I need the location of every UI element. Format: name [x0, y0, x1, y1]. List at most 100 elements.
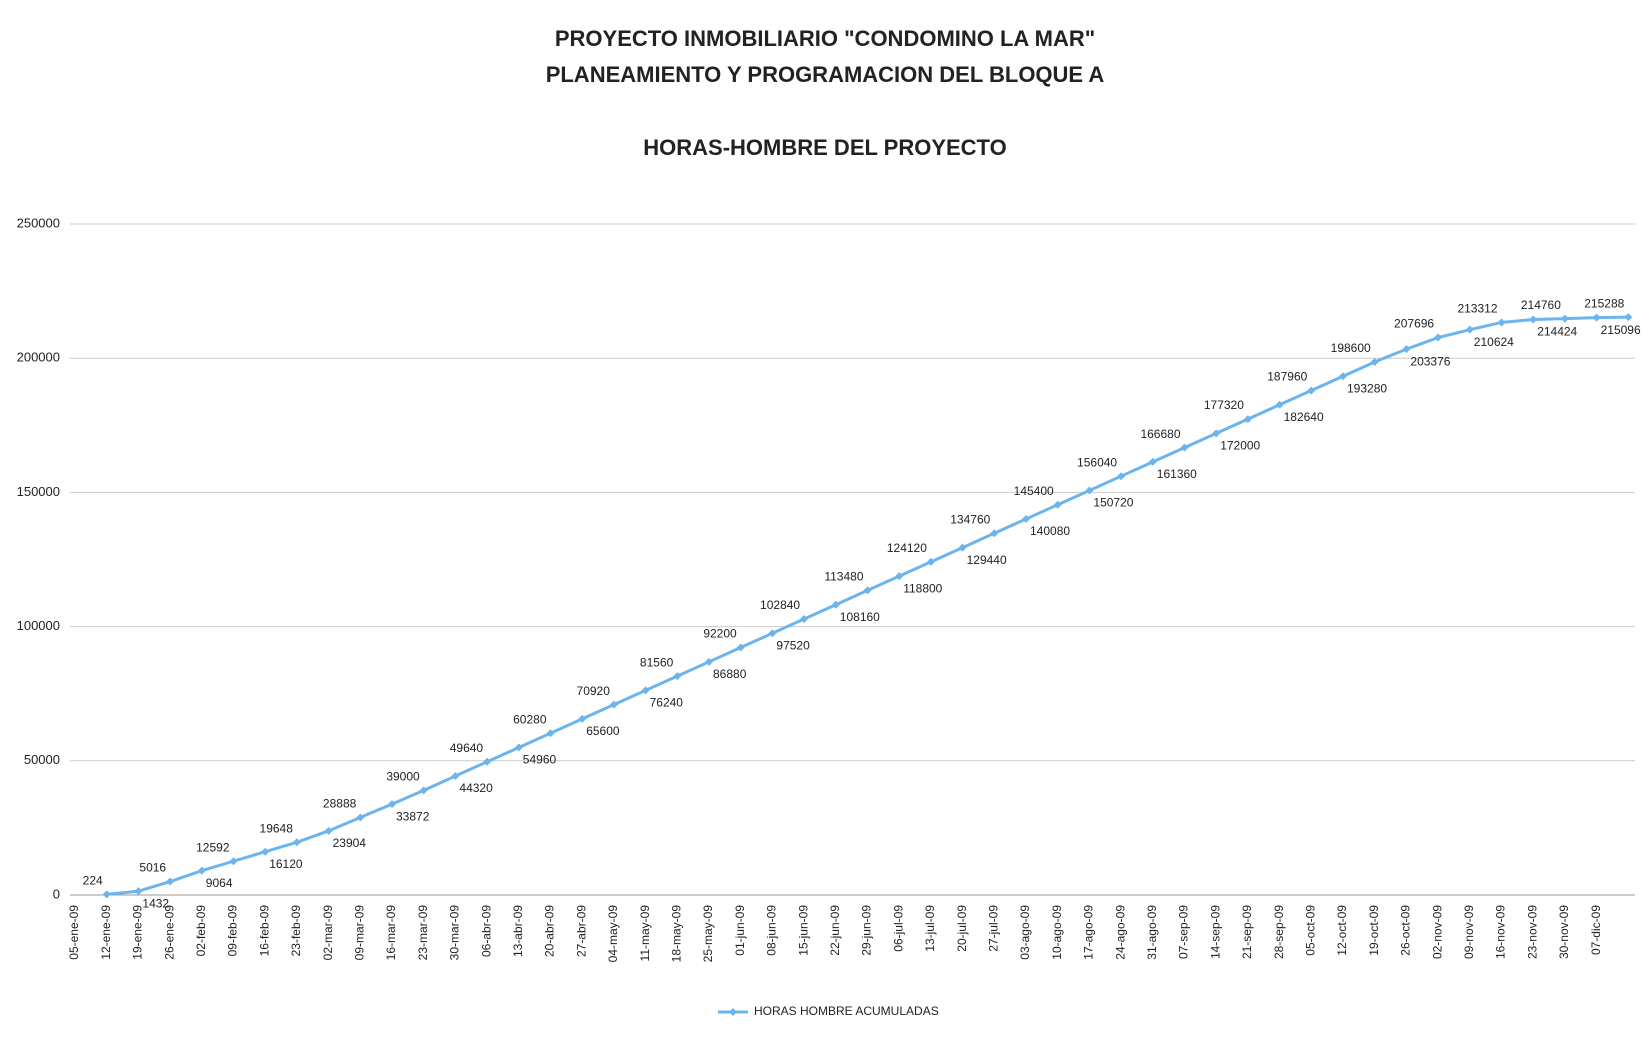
data-point [990, 529, 999, 538]
data-label: 113480 [824, 570, 863, 584]
data-point [546, 729, 555, 738]
data-point [958, 543, 967, 552]
data-point [419, 786, 428, 795]
y-tick-label: 50000 [24, 752, 60, 767]
data-point [1497, 318, 1506, 327]
data-point [609, 700, 618, 709]
y-tick-label: 250000 [17, 215, 60, 230]
data-point [641, 686, 650, 695]
data-label: 97520 [776, 638, 810, 652]
data-label: 49640 [450, 741, 484, 755]
data-label: 65600 [586, 724, 620, 738]
y-tick-label: 150000 [17, 484, 60, 499]
data-point [673, 672, 682, 681]
x-tick-label: 23-feb-09 [289, 905, 303, 957]
data-point [800, 614, 809, 623]
x-tick-label: 23-nov-09 [1525, 905, 1539, 959]
x-tick-label: 07-sep-09 [1177, 905, 1191, 959]
data-point [1339, 372, 1347, 381]
data-label: 193280 [1347, 381, 1387, 395]
data-point [229, 857, 238, 866]
x-tick-label: 13-abr-09 [511, 905, 525, 957]
x-tick-label: 15-jun-09 [796, 905, 810, 956]
data-label: 172000 [1220, 439, 1260, 453]
chart-title: PROYECTO INMOBILIARIO "CONDOMINO LA MAR" [555, 26, 1095, 51]
data-label: 214424 [1537, 325, 1577, 339]
x-tick-label: 27-jul-09 [986, 905, 1000, 952]
legend-label: HORAS HOMBRE ACUMULADAS [754, 1004, 939, 1018]
data-point [1402, 345, 1411, 354]
data-label: 5016 [139, 861, 166, 875]
data-point [1529, 315, 1538, 324]
data-label: 86880 [713, 667, 747, 681]
data-label: 12592 [196, 840, 230, 854]
data-point [197, 866, 206, 875]
data-label: 33872 [396, 809, 430, 823]
x-tick-label: 26-oct-09 [1399, 905, 1413, 956]
data-label: 156040 [1077, 455, 1117, 469]
data-point [736, 643, 745, 652]
data-label: 118800 [903, 581, 942, 595]
x-tick-label: 05-oct-09 [1303, 905, 1317, 956]
data-label: 39000 [386, 769, 420, 783]
x-tick-label: 02-feb-09 [194, 905, 208, 957]
data-point [831, 600, 840, 609]
data-point [1465, 325, 1474, 334]
data-label: 161360 [1157, 467, 1197, 481]
x-tick-label: 27-abr-09 [574, 905, 588, 957]
x-tick-label: 21-sep-09 [1240, 905, 1254, 959]
data-label: 215096 [1601, 323, 1641, 337]
data-label: 108160 [840, 610, 880, 624]
data-label: 198600 [1331, 341, 1371, 355]
x-tick-label: 01-jun-09 [733, 905, 747, 956]
data-label: 44320 [459, 781, 493, 795]
x-tick-label: 25-may-09 [701, 905, 715, 963]
y-tick-label: 100000 [17, 618, 60, 633]
data-label: 224 [83, 874, 103, 888]
y-tick-label: 200000 [17, 350, 60, 365]
data-point [261, 847, 270, 856]
data-point [1212, 429, 1221, 438]
x-tick-label: 12-oct-09 [1335, 905, 1349, 956]
data-point [356, 813, 365, 822]
data-label: 214760 [1521, 298, 1561, 312]
data-point [1624, 313, 1633, 322]
data-label: 140080 [1030, 524, 1070, 538]
data-label: 60280 [513, 712, 547, 726]
chart-subtitle: PLANEAMIENTO Y PROGRAMACION DEL BLOQUE A [546, 62, 1105, 87]
x-tick-label: 07-dic-09 [1589, 905, 1603, 955]
x-tick-label: 06-jul-09 [891, 905, 905, 952]
x-tick-label: 18-may-09 [669, 905, 683, 963]
data-label: 16120 [269, 857, 303, 871]
data-point [324, 826, 333, 835]
data-label: 70920 [577, 684, 611, 698]
chart-heading: HORAS-HOMBRE DEL PROYECTO [643, 135, 1006, 160]
x-tick-label: 22-jun-09 [828, 905, 842, 956]
data-point [768, 629, 777, 638]
data-point [1085, 486, 1094, 495]
x-tick-label: 16-nov-09 [1494, 905, 1508, 959]
x-tick-label: 29-jun-09 [860, 905, 874, 956]
data-label: 1432 [142, 896, 169, 910]
x-tick-label: 28-sep-09 [1272, 905, 1286, 959]
x-tick-label: 10-ago-09 [1050, 905, 1064, 960]
data-point [1053, 500, 1062, 509]
x-tick-label: 16-mar-09 [384, 905, 398, 961]
data-point [1148, 457, 1157, 466]
data-label: 102840 [760, 598, 800, 612]
data-label: 23904 [333, 836, 367, 850]
data-point [705, 657, 713, 666]
x-tick-label: 30-mar-09 [448, 905, 462, 961]
data-point [292, 838, 301, 847]
data-label: 150720 [1093, 496, 1133, 510]
x-tick-label: 31-ago-09 [1145, 905, 1159, 960]
x-tick-label: 19-oct-09 [1367, 905, 1381, 956]
data-point [1243, 415, 1252, 424]
x-tick-label: 02-nov-09 [1430, 905, 1444, 959]
data-point [451, 772, 460, 781]
x-tick-label: 19-ene-09 [131, 905, 145, 960]
data-label: 177320 [1204, 398, 1244, 412]
data-point [1434, 333, 1443, 342]
data-label: 28888 [323, 797, 357, 811]
data-point [1592, 313, 1601, 322]
